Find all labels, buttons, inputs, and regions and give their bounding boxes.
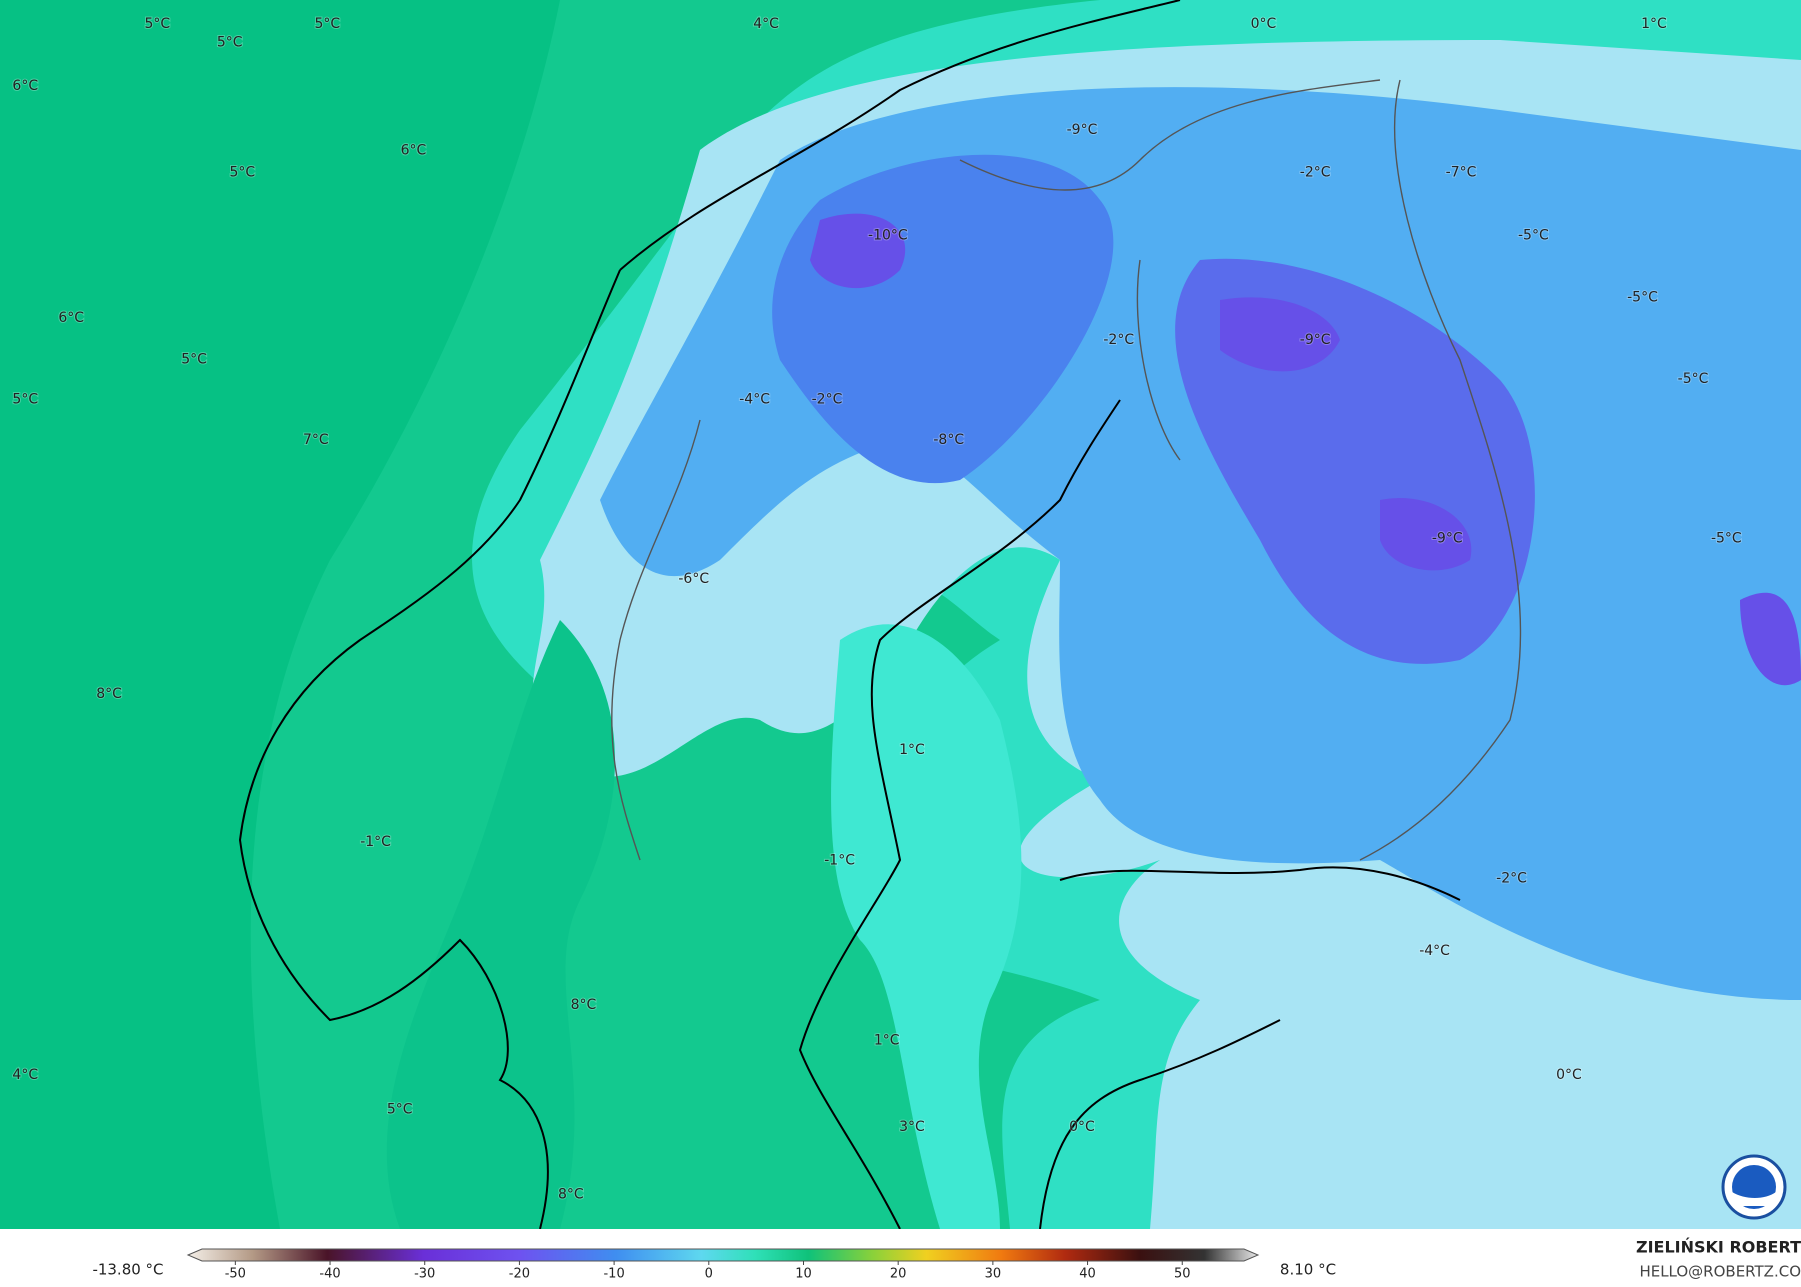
- temperature-label: 5°C: [387, 1102, 413, 1118]
- coldest-area: [810, 213, 906, 289]
- coastline: [238, 269, 621, 1230]
- temperature-label: 5°C: [315, 16, 341, 32]
- colorbar-tick-label: 20: [890, 1267, 907, 1282]
- temperature-label: -5°C: [1627, 289, 1658, 305]
- temperature-label: 4°C: [12, 1067, 38, 1083]
- temperature-label: 5°C: [230, 164, 256, 180]
- temperature-label: -2°C: [1300, 164, 1331, 180]
- temperature-label: -5°C: [1518, 227, 1549, 243]
- colorbar-tick-label: 0: [705, 1267, 713, 1282]
- colorbar-tick-label: 40: [1079, 1267, 1096, 1282]
- map-area: 5°C 5°C 5°C 4°C 0°C 1°C 6°C 6°C 5°C -9°C -2°C -7°C -…: [0, 0, 1801, 1230]
- temperature-label: 5°C: [145, 16, 171, 32]
- temperature-label: -10°C: [868, 227, 908, 243]
- colorbar-tick-label: -40: [319, 1267, 340, 1282]
- border: [959, 79, 1381, 191]
- temperature-label: 1°C: [899, 742, 925, 758]
- temperature-label: 5°C: [181, 352, 207, 368]
- temperature-label: 6°C: [58, 310, 84, 326]
- colorbar-tick-label: 50: [1174, 1267, 1191, 1282]
- temperature-label: -1°C: [360, 834, 391, 850]
- coastline: [619, 0, 1181, 271]
- temperature-label: 1°C: [1641, 16, 1667, 32]
- coldest-area: [1380, 498, 1472, 571]
- author: ZIELIŃSKI ROBERT: [1636, 1238, 1801, 1257]
- temperature-label: -7°C: [1446, 164, 1477, 180]
- temperature-label: -4°C: [739, 392, 770, 408]
- colorbar-tick-label: 10: [795, 1267, 812, 1282]
- coastline: [798, 399, 1121, 1230]
- max-value: 8.10 °C: [1280, 1261, 1336, 1279]
- min-value: -13.80 °C: [92, 1261, 163, 1279]
- temperature-label: 0°C: [1251, 16, 1277, 32]
- temperature-label: 8°C: [96, 686, 122, 702]
- temperature-label: 5°C: [217, 34, 243, 50]
- temperature-label: -5°C: [1711, 531, 1742, 547]
- temperature-label: -2°C: [1103, 332, 1134, 348]
- logo-wave: [1732, 1192, 1776, 1206]
- temperature-label: 3°C: [899, 1119, 925, 1135]
- temperature-label: 8°C: [558, 1187, 584, 1203]
- colorbar-tick-label: -10: [603, 1267, 624, 1282]
- coastlines: [238, 0, 1461, 1230]
- colorbar-tick-label: 30: [985, 1267, 1002, 1282]
- temperature-label: -9°C: [1067, 122, 1098, 138]
- coldest-area: [1740, 592, 1801, 686]
- temperature-label: -2°C: [812, 392, 843, 408]
- border: [1359, 79, 1522, 861]
- coastline: [1059, 866, 1461, 901]
- border: [1136, 259, 1181, 461]
- borders: [611, 79, 1522, 861]
- noaa-logo: [1721, 1154, 1787, 1220]
- colorbar-tick-label: -20: [509, 1267, 530, 1282]
- colorbar-tick-label: -30: [414, 1267, 435, 1282]
- warm-land-area: [386, 620, 615, 1229]
- coldest-area: [1220, 297, 1340, 372]
- temperature-label: -9°C: [1300, 332, 1331, 348]
- coastline: [1039, 1019, 1281, 1230]
- colorbar-bar: [186, 1248, 1260, 1262]
- warm-sea-region: [0, 0, 560, 1229]
- temperature-label: -5°C: [1678, 371, 1709, 387]
- temperature-label: 6°C: [401, 142, 427, 158]
- temperature-label: 5°C: [12, 392, 38, 408]
- temperature-label: -9°C: [1432, 531, 1463, 547]
- temperature-label: -1°C: [824, 852, 855, 868]
- temperature-label: -2°C: [1496, 871, 1527, 887]
- temperature-label: 1°C: [874, 1033, 900, 1049]
- temperature-labels: 5°C 5°C 5°C 4°C 0°C 1°C 6°C 6°C 5°C -9°C -2°C -7°C -…: [11, 15, 1743, 1203]
- temperature-label: -8°C: [933, 432, 964, 448]
- temperature-label: 4°C: [753, 16, 779, 32]
- temperature-label: 6°C: [12, 78, 38, 94]
- temperature-label: -6°C: [678, 571, 709, 587]
- temperature-label: 0°C: [1069, 1119, 1095, 1135]
- colorbar-tick-label: -50: [225, 1267, 246, 1282]
- legend-strip: -50 -40 -30 -20 -10 0 10 20 30 40 50 -13.80 °C 8.1…: [0, 1229, 1801, 1287]
- contact: HELLO@ROBERTZ.CO: [1639, 1263, 1801, 1281]
- temperature-label: -4°C: [1419, 943, 1450, 959]
- temperature-label: 8°C: [571, 997, 597, 1013]
- temperature-label: 7°C: [303, 432, 329, 448]
- temperature-label: 0°C: [1556, 1067, 1582, 1083]
- colorbar: -50 -40 -30 -20 -10 0 10 20 30 40 50: [186, 1248, 1260, 1282]
- border: [611, 419, 701, 861]
- sea-basin: [831, 624, 1022, 1229]
